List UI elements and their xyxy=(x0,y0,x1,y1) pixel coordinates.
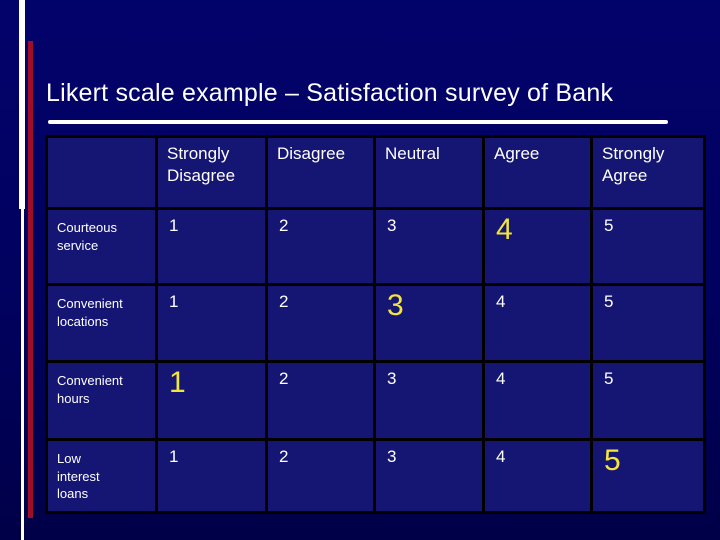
rating-cell: 3 xyxy=(373,207,485,286)
table-row: Convenient locations 1 2 3 4 5 xyxy=(45,283,706,363)
rating-cell: 4 xyxy=(482,360,593,441)
row-label: Convenient locations xyxy=(45,283,158,363)
col-header-neutral: Neutral xyxy=(373,135,485,210)
rating-cell: 5 xyxy=(590,207,706,286)
title-underline xyxy=(48,120,668,124)
row-label: Convenient hours xyxy=(45,360,158,441)
rating-cell-selected: 5 xyxy=(590,438,706,514)
template-stripe-red xyxy=(28,41,33,518)
col-header-disagree: Disagree xyxy=(265,135,376,210)
table-body: Courteous service 1 2 3 4 5 Convenient locatio… xyxy=(45,207,706,514)
table-header-row: Strongly Disagree Disagree Neutral Agree… xyxy=(45,135,706,210)
rating-cell-selected: 4 xyxy=(482,207,593,286)
rating-cell: 2 xyxy=(265,207,376,286)
rating-cell: 3 xyxy=(373,360,485,441)
template-stripe-white-bottom xyxy=(21,209,24,540)
rating-cell: 2 xyxy=(265,438,376,514)
rating-cell: 1 xyxy=(155,438,268,514)
table-row: Low interest loans 1 2 3 4 5 xyxy=(45,438,706,514)
table-corner-cell xyxy=(45,135,158,210)
rating-cell: 1 xyxy=(155,207,268,286)
rating-cell: 2 xyxy=(265,283,376,363)
table-row: Courteous service 1 2 3 4 5 xyxy=(45,207,706,286)
rating-cell: 1 xyxy=(155,283,268,363)
rating-cell: 4 xyxy=(482,438,593,514)
rating-cell-selected: 3 xyxy=(373,283,485,363)
rating-cell: 4 xyxy=(482,283,593,363)
rating-cell: 2 xyxy=(265,360,376,441)
col-header-strongly-disagree: Strongly Disagree xyxy=(155,135,268,210)
row-label: Courteous service xyxy=(45,207,158,286)
col-header-agree: Agree xyxy=(482,135,593,210)
rating-cell: 5 xyxy=(590,283,706,363)
rating-cell-selected: 1 xyxy=(155,360,268,441)
col-header-strongly-agree: Strongly Agree xyxy=(590,135,706,210)
rating-cell: 5 xyxy=(590,360,706,441)
likert-table: Strongly Disagree Disagree Neutral Agree… xyxy=(45,135,706,514)
template-stripe-white-top xyxy=(19,0,25,209)
row-label: Low interest loans xyxy=(45,438,158,514)
rating-cell: 3 xyxy=(373,438,485,514)
slide-title: Likert scale example – Satisfaction surv… xyxy=(46,79,614,107)
table-row: Convenient hours 1 2 3 4 5 xyxy=(45,360,706,441)
